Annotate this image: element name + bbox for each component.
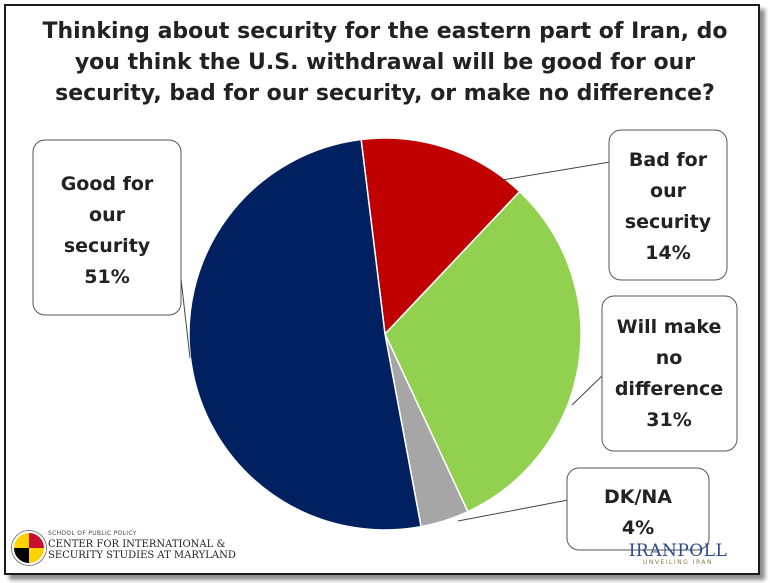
callout-good-for-security: Good for our security 51% [32, 139, 191, 359]
university-seal-icon [12, 531, 46, 565]
callout-box [32, 139, 182, 316]
callout-label-line: 14% [645, 242, 690, 264]
callout-leader-line [457, 499, 569, 522]
callout-box [601, 295, 738, 452]
callout-label-line: 31% [646, 409, 691, 431]
slice-bad-for-security [360, 137, 521, 336]
callout-dk-na: DK/NA 4% [457, 467, 710, 551]
callout-label-line: Bad for [629, 149, 708, 171]
iranpoll-tagline: UNVEILING IRAN [643, 559, 713, 566]
slice-no-difference [384, 190, 582, 513]
callout-leader-line [501, 161, 611, 181]
logo-center-line2: SECURITY STUDIES AT MARYLAND [48, 550, 236, 561]
iranpoll-logo: IRANPOLL UNVEILING IRAN [618, 541, 738, 569]
callout-label-line: 4% [622, 517, 654, 539]
callout-label-line: difference [615, 378, 723, 400]
callout-label-line: Will make [617, 316, 722, 338]
logo-center-line1: CENTER FOR INTERNATIONAL & [48, 539, 226, 550]
callout-label-line: 51% [84, 266, 129, 288]
iranpoll-name: IRANPOLL [628, 541, 728, 561]
callout-label-line: our [650, 180, 687, 202]
callout-box [566, 467, 710, 551]
slice-good-for-security [188, 138, 422, 531]
callout-label-line: no [656, 347, 683, 369]
callout-box [608, 129, 728, 281]
callout-bad-for-security: Bad for our security 14% [501, 129, 728, 281]
callout-label-line: our [89, 204, 126, 226]
callout-label-line: DK/NA [604, 486, 672, 508]
callout-leader-line [179, 269, 191, 359]
callout-no-difference: Will make no difference 31% [571, 295, 738, 452]
cissm-logo: SCHOOL OF PUBLIC POLICY CENTER FOR INTER… [12, 525, 242, 565]
callout-label-line: security [625, 211, 712, 233]
callout-leader-line [571, 374, 604, 406]
logo-school-text: SCHOOL OF PUBLIC POLICY [48, 530, 137, 537]
chart-title: Thinking about security for the eastern … [42, 19, 728, 106]
callout-label-line: security [64, 235, 151, 257]
callout-label-line: Good for [61, 173, 154, 195]
